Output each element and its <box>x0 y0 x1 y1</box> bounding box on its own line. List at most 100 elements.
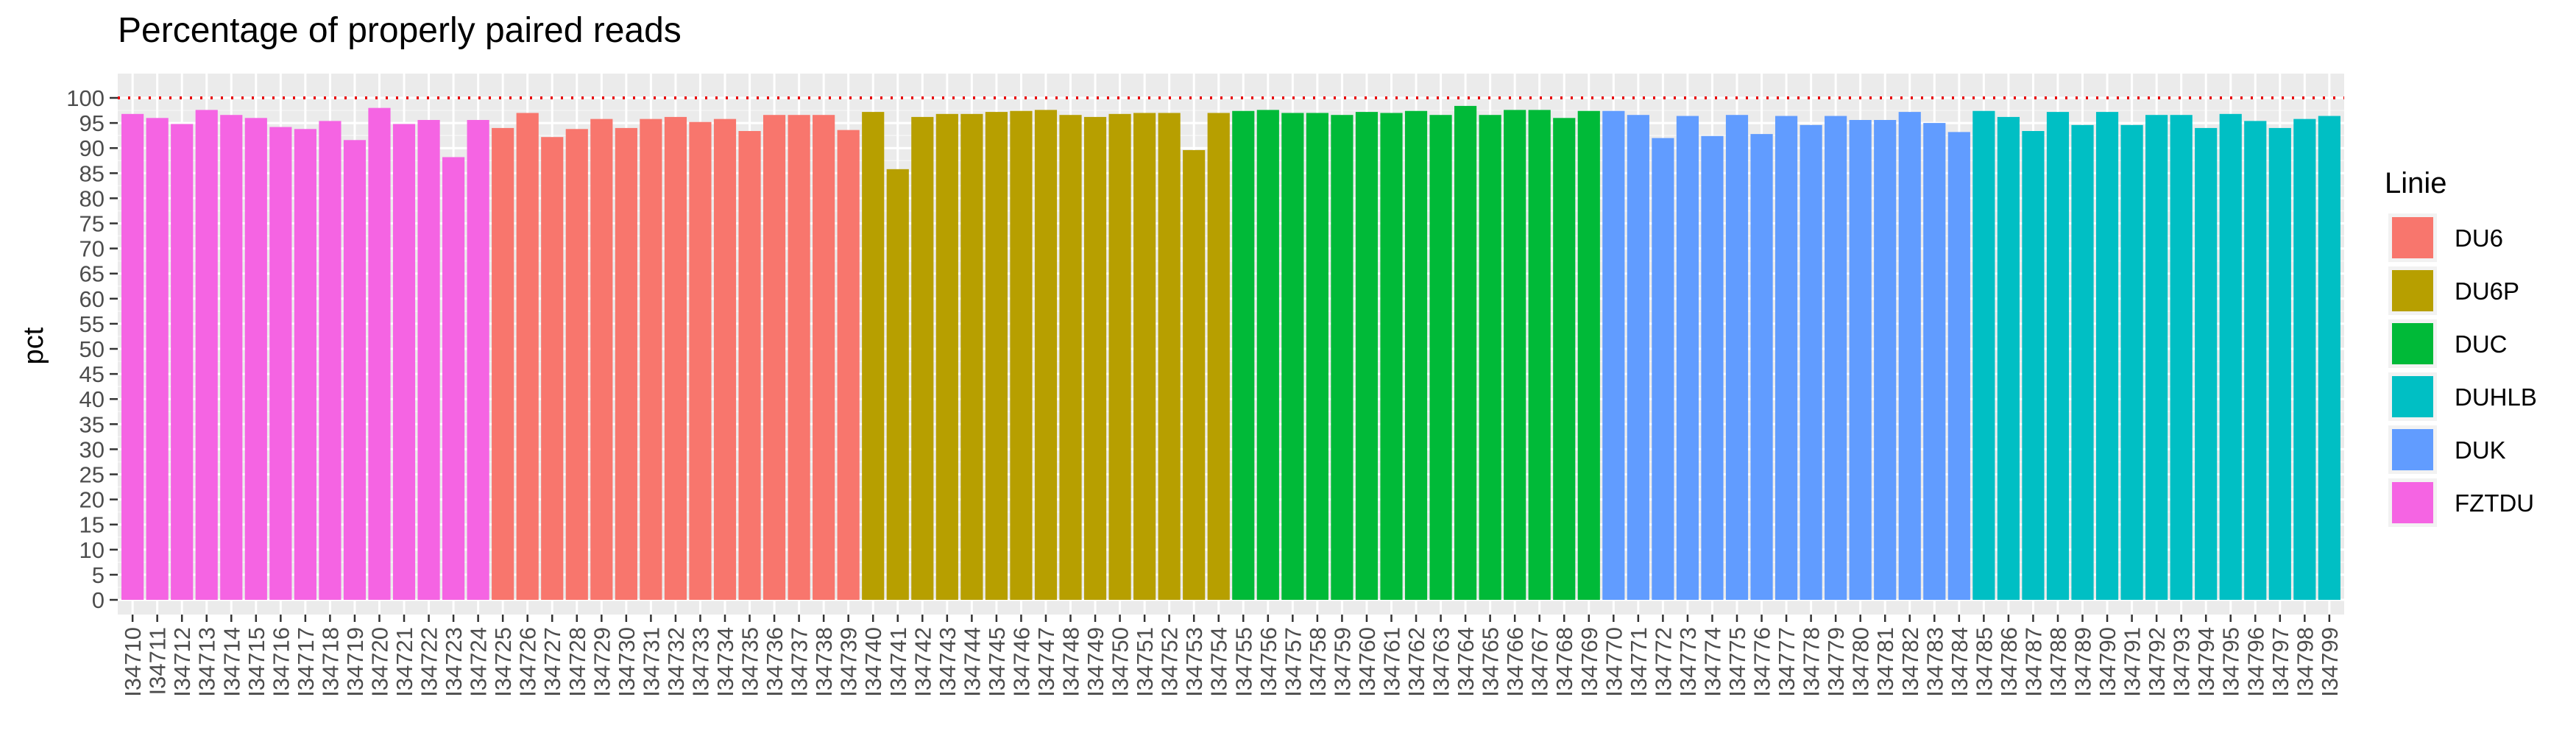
bar-I34792 <box>2145 115 2168 601</box>
bar-I34747 <box>1034 110 1058 601</box>
x-tick-label: I34782 <box>1897 627 1923 697</box>
x-tick-label: I34732 <box>663 627 689 697</box>
x-tick-label: I34748 <box>1058 627 1084 697</box>
bar-I34796 <box>2244 121 2267 600</box>
x-tick-label: I34729 <box>589 627 615 697</box>
bar-I34741 <box>886 169 909 600</box>
x-tick-label: I34757 <box>1280 627 1306 697</box>
bar-I34758 <box>1306 113 1328 600</box>
x-tick-label: I34714 <box>219 627 244 697</box>
x-tick-label: I34795 <box>2218 627 2244 697</box>
bar-I34798 <box>2293 118 2316 601</box>
bar-I34790 <box>2095 112 2119 600</box>
x-tick-label: I34760 <box>1354 627 1380 697</box>
x-tick-label: I34735 <box>737 627 763 697</box>
x-tick-label: I34758 <box>1305 627 1331 697</box>
bar-I34773 <box>1676 116 1699 600</box>
bar-I34791 <box>2120 124 2143 600</box>
x-tick-label: I34759 <box>1329 627 1355 697</box>
x-tick-label: I34775 <box>1724 627 1750 697</box>
legend: Linie DU6 DU6P DUC DUHLB DUK FZTDU <box>2385 167 2537 527</box>
bar-I34750 <box>1108 113 1131 601</box>
bar-I34718 <box>319 121 342 600</box>
legend-title: Linie <box>2385 167 2447 199</box>
y-tick-label: 55 <box>79 311 105 337</box>
bar-I34787 <box>2022 131 2045 601</box>
bar-I34719 <box>343 140 367 601</box>
bar-I34727 <box>541 137 564 601</box>
bar-I34744 <box>960 113 983 601</box>
bar-I34731 <box>640 118 662 601</box>
x-tick-label: I34723 <box>441 627 467 697</box>
x-tick-label: I34734 <box>712 627 738 697</box>
x-tick-label: I34761 <box>1379 627 1404 697</box>
y-tick-label: 70 <box>79 236 105 262</box>
bar-I34762 <box>1404 110 1428 600</box>
x-tick-label: I34770 <box>1601 627 1627 697</box>
x-tick-label: I34749 <box>1083 627 1108 697</box>
bar-I34738 <box>813 115 835 601</box>
x-tick-label: I34717 <box>293 627 319 697</box>
bar-I34760 <box>1355 112 1379 600</box>
legend-label-DUK: DUK <box>2455 436 2506 464</box>
x-tick-label: I34792 <box>2144 627 2170 697</box>
bar-I34786 <box>1997 116 2020 600</box>
bar-I34783 <box>1923 123 1946 601</box>
legend-label-DU6: DU6 <box>2455 224 2503 252</box>
y-tick-label: 100 <box>66 85 105 111</box>
x-tick-label: I34774 <box>1699 627 1725 697</box>
x-tick-label: I34733 <box>687 627 713 697</box>
x-tick-label: I34794 <box>2193 627 2219 697</box>
x-tick-label: I34756 <box>1256 627 1281 697</box>
x-tick-label: I34786 <box>1996 627 2022 697</box>
bar-I34770 <box>1602 110 1625 600</box>
bar-I34728 <box>565 129 588 600</box>
x-tick-label: I34788 <box>2045 627 2071 697</box>
y-tick-label: 80 <box>79 185 105 211</box>
y-tick-label: 5 <box>92 562 105 588</box>
x-tick-label: I34728 <box>565 627 590 697</box>
y-tick-label: 45 <box>79 361 105 387</box>
x-tick-label: I34730 <box>614 627 640 697</box>
bar-I34717 <box>294 129 316 600</box>
bar-I34765 <box>1479 115 1501 601</box>
legend-swatch-DUHLB <box>2392 376 2433 417</box>
x-tick-label: I34798 <box>2292 627 2318 697</box>
bar-I34761 <box>1380 113 1403 600</box>
x-tick-label: I34746 <box>1008 627 1034 697</box>
bar-I34711 <box>146 118 169 600</box>
bar-I34794 <box>2195 127 2218 601</box>
y-tick-label: 10 <box>79 537 105 563</box>
y-tick-label: 0 <box>92 587 105 613</box>
bar-I34716 <box>269 127 292 600</box>
bar-I34755 <box>1232 110 1255 600</box>
bar-I34751 <box>1133 113 1156 600</box>
bars <box>121 105 2340 601</box>
bar-I34766 <box>1504 110 1526 601</box>
x-tick-label: I34744 <box>959 627 985 697</box>
x-tick-label: I34772 <box>1650 627 1676 697</box>
bar-I34754 <box>1207 113 1230 600</box>
y-tick-label: 40 <box>79 386 105 412</box>
x-tick-label: I34742 <box>910 627 935 697</box>
x-tick-label: I34724 <box>466 627 492 697</box>
legend-label-DU6P: DU6P <box>2455 277 2519 305</box>
bar-I34778 <box>1800 124 1822 600</box>
bar-I34732 <box>664 116 687 600</box>
legend-swatch-DU6 <box>2392 217 2433 258</box>
bar-I34753 <box>1183 149 1206 601</box>
x-tick-label: I34719 <box>342 627 368 697</box>
bar-I34779 <box>1825 116 1847 600</box>
x-tick-label: I34738 <box>811 627 837 697</box>
bar-I34768 <box>1553 118 1576 600</box>
x-tick-label: I34741 <box>885 627 911 697</box>
y-tick-label: 25 <box>79 462 105 488</box>
y-tick-label: 60 <box>79 286 105 312</box>
x-tick-label: I34718 <box>317 627 343 697</box>
y-axis: 0510152025303540455055606570758085909510… <box>66 85 118 613</box>
bar-I34720 <box>368 107 391 600</box>
bar-I34767 <box>1528 110 1551 601</box>
x-tick-label: I34710 <box>120 627 146 697</box>
bar-I34712 <box>171 124 194 601</box>
x-tick-label: I34779 <box>1823 627 1849 697</box>
